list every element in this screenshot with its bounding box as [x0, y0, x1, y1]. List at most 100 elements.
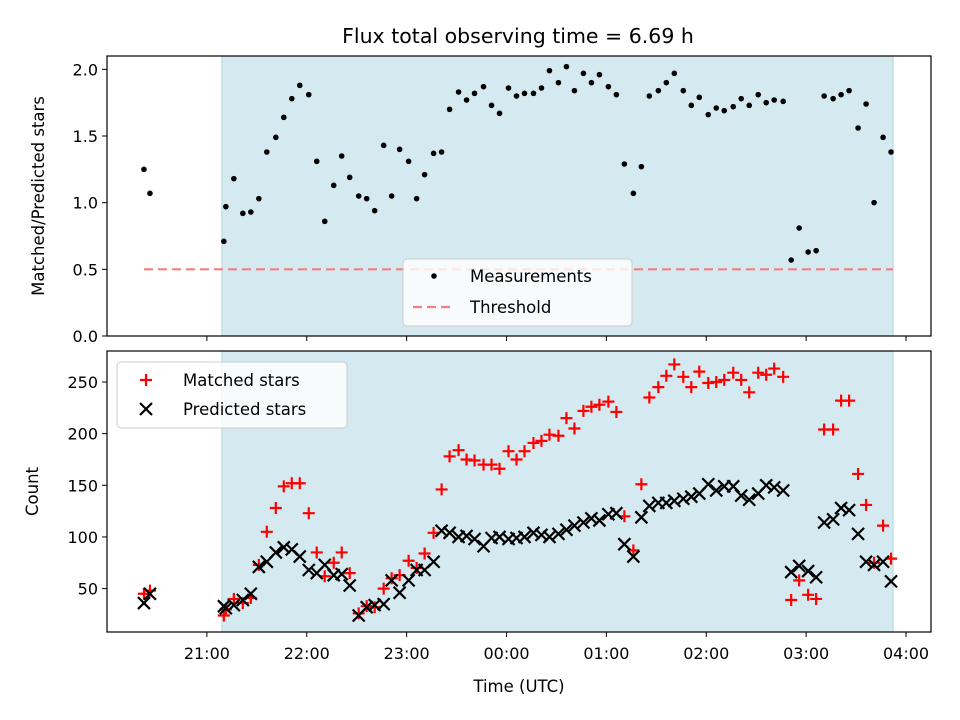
matched-star-marker [352, 607, 365, 620]
measurement-point [388, 193, 395, 199]
predicted-star-marker [809, 570, 823, 585]
measurement-point [555, 79, 562, 86]
measurement-point [596, 71, 603, 78]
measurement-point [221, 238, 227, 245]
measurement-point [805, 249, 811, 255]
predicted-star-marker [834, 501, 848, 515]
measurement-point [405, 158, 412, 165]
predicted-star-marker [759, 478, 773, 493]
measurement-point [248, 209, 254, 215]
measurement-point [738, 95, 745, 102]
matched-star-marker [793, 574, 806, 587]
predicted-star-marker [401, 573, 416, 588]
y-axis-label: Count [23, 466, 42, 516]
matched-star-marker [635, 478, 648, 491]
series-measurements [141, 63, 894, 263]
measurement-point [888, 149, 894, 155]
measurement-point [646, 93, 653, 99]
matched-star-marker [535, 434, 548, 447]
matched-star-marker [802, 588, 815, 601]
matched-star-marker [527, 436, 540, 449]
measurement-point [838, 91, 844, 98]
measurement-point [746, 102, 753, 109]
y-tick-label: 50 [78, 580, 98, 599]
matched-star-marker [610, 405, 623, 418]
measurement-point [421, 171, 428, 178]
matched-star-marker [310, 546, 323, 559]
predicted-star-marker [301, 563, 316, 577]
y-tick-label: 0.5 [73, 260, 98, 279]
matched-star-marker [710, 375, 723, 388]
measurement-point [830, 95, 836, 102]
measurement-point [430, 150, 437, 157]
measurement-point [463, 97, 470, 103]
predicted-star-marker [884, 574, 898, 589]
predicted-star-marker [551, 527, 566, 541]
measurement-point [446, 106, 453, 113]
predicted-star-marker [334, 567, 349, 581]
matched-star-marker [760, 368, 773, 381]
predicted-star-marker [634, 510, 649, 525]
matched-star-marker [335, 546, 348, 559]
predicted-star-marker [776, 483, 790, 498]
matched-star-marker [418, 547, 431, 560]
measurement-point [396, 146, 403, 153]
matched-star-marker [810, 592, 823, 605]
measurement-point [638, 163, 645, 170]
measurement-point [231, 175, 237, 182]
measurement-point [613, 91, 620, 98]
measurement-point [755, 91, 762, 98]
measurement-point [705, 111, 712, 118]
predicted-star-marker [659, 496, 674, 510]
x-tick-label: 23:00 [384, 644, 430, 663]
measurement-point [330, 182, 337, 189]
measurement-point [771, 97, 777, 103]
measurement-point [488, 102, 495, 109]
matched-star-marker [777, 370, 790, 383]
matched-star-marker [427, 526, 440, 539]
matched-star-marker [785, 593, 798, 606]
axes-frame [106, 350, 932, 633]
measurement-point [546, 67, 553, 74]
measurement-point [147, 190, 153, 197]
measurement-point [530, 90, 537, 97]
legend-measurements-label: Measurements [470, 267, 592, 286]
measurement-point [223, 203, 229, 210]
predicted-star-marker [684, 489, 699, 504]
x-tick-label: 03:00 [783, 644, 829, 663]
predicted-star-marker [236, 593, 250, 607]
matched-star-marker [343, 567, 356, 580]
predicted-star-marker [526, 526, 541, 540]
predicted-star-marker [517, 530, 532, 544]
y-tick-label: 250 [67, 373, 98, 392]
legend-matched-label: Matched stars [183, 371, 300, 390]
matched-star-marker [410, 561, 423, 574]
matched-star-marker [685, 381, 698, 394]
matched-star-marker [852, 467, 865, 480]
measurement-point [521, 90, 528, 97]
predicted-star-marker [867, 558, 881, 572]
matched-star-marker [435, 483, 448, 496]
predicted-star-marker [442, 526, 457, 540]
measurement-point [563, 63, 570, 70]
measurement-point [846, 87, 852, 94]
matched-star-marker [260, 525, 273, 538]
x-tick-label: 04:00 [883, 644, 929, 663]
measurement-point [264, 149, 270, 155]
measurement-point [721, 107, 728, 114]
matched-star-marker [735, 373, 748, 386]
predicted-star-marker [817, 515, 831, 530]
measurement-point [763, 99, 769, 106]
y-tick-label: 150 [67, 476, 98, 495]
y-tick-label: 100 [67, 528, 98, 547]
measurement-point [363, 195, 370, 202]
predicted-star-marker [851, 527, 865, 541]
predicted-star-marker [676, 491, 691, 506]
predicted-star-marker [559, 522, 574, 537]
measurement-point [880, 134, 886, 141]
matched-star-marker [560, 412, 573, 425]
matched-star-marker [668, 358, 681, 371]
measurement-point [663, 79, 670, 86]
y-tick-label: 2.0 [73, 60, 98, 79]
